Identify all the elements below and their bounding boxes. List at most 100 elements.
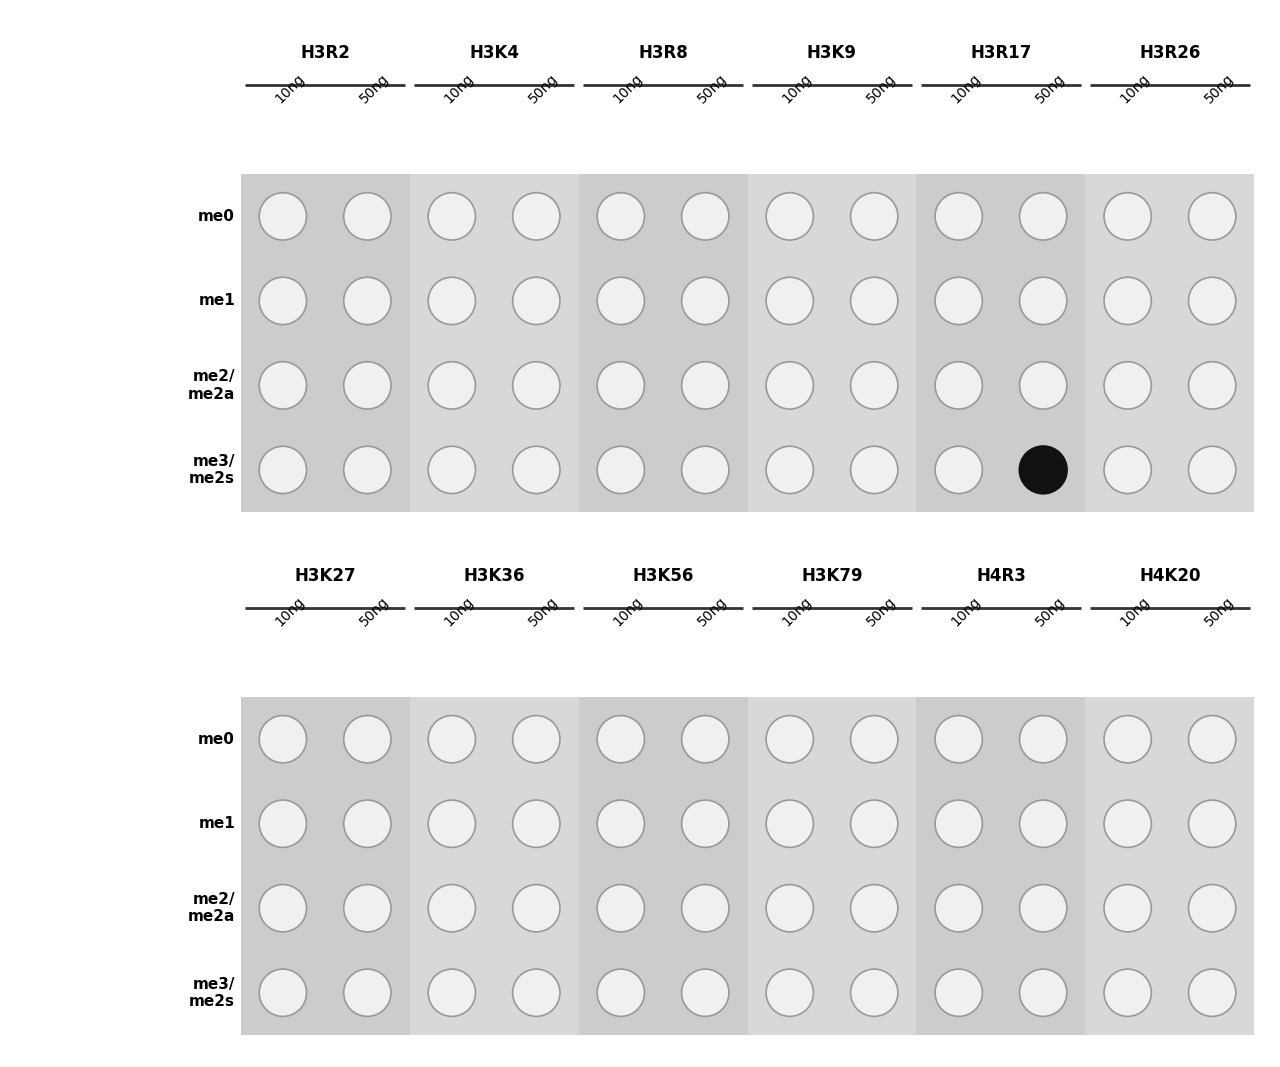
Circle shape: [767, 800, 813, 847]
Text: 50ng: 50ng: [1202, 71, 1236, 106]
Text: 50ng: 50ng: [1033, 71, 1068, 106]
Circle shape: [1020, 362, 1066, 409]
Circle shape: [1020, 716, 1066, 763]
Circle shape: [344, 800, 390, 847]
Text: H3K79: H3K79: [801, 568, 863, 585]
Circle shape: [1189, 716, 1235, 763]
Text: 10ng: 10ng: [611, 70, 645, 106]
Circle shape: [598, 716, 644, 763]
Circle shape: [767, 362, 813, 409]
Bar: [916, 697, 1085, 1035]
Circle shape: [260, 885, 306, 931]
Text: H3R26: H3R26: [1139, 45, 1201, 62]
Text: me0: me0: [198, 209, 236, 224]
Circle shape: [936, 969, 982, 1017]
Circle shape: [513, 193, 559, 240]
Circle shape: [1105, 193, 1151, 240]
Text: 50ng: 50ng: [695, 71, 730, 106]
Circle shape: [682, 716, 728, 763]
Circle shape: [767, 446, 813, 494]
Text: H3K27: H3K27: [294, 568, 356, 585]
Circle shape: [767, 716, 813, 763]
Circle shape: [851, 969, 897, 1017]
Circle shape: [767, 193, 813, 240]
Circle shape: [513, 277, 559, 324]
Text: 50ng: 50ng: [526, 71, 561, 106]
Circle shape: [344, 362, 390, 409]
Circle shape: [1105, 277, 1151, 324]
Text: H3K9: H3K9: [806, 45, 858, 62]
Circle shape: [260, 446, 306, 494]
Circle shape: [851, 885, 897, 931]
Text: 10ng: 10ng: [442, 593, 476, 628]
Text: 50ng: 50ng: [1202, 594, 1236, 628]
Circle shape: [513, 969, 559, 1017]
Circle shape: [1105, 446, 1151, 494]
Circle shape: [513, 885, 559, 931]
Circle shape: [682, 362, 728, 409]
Circle shape: [1189, 277, 1235, 324]
Circle shape: [344, 885, 390, 931]
Text: 50ng: 50ng: [695, 594, 730, 628]
Circle shape: [1020, 193, 1066, 240]
Bar: [241, 174, 410, 512]
Circle shape: [429, 446, 475, 494]
Text: H3K56: H3K56: [632, 568, 694, 585]
Circle shape: [344, 716, 390, 763]
Circle shape: [936, 193, 982, 240]
Text: 50ng: 50ng: [357, 71, 392, 106]
Circle shape: [1105, 362, 1151, 409]
Circle shape: [682, 446, 728, 494]
Text: H3R17: H3R17: [970, 45, 1032, 62]
Bar: [410, 174, 579, 512]
Text: me2/
me2a: me2/ me2a: [188, 369, 236, 401]
Text: 10ng: 10ng: [1117, 70, 1152, 106]
Bar: [579, 697, 748, 1035]
Circle shape: [344, 446, 390, 494]
Circle shape: [1020, 277, 1066, 324]
Circle shape: [260, 277, 306, 324]
Circle shape: [1105, 800, 1151, 847]
Circle shape: [429, 193, 475, 240]
Circle shape: [598, 446, 644, 494]
Bar: [579, 174, 748, 512]
Text: 10ng: 10ng: [780, 70, 814, 106]
Circle shape: [1020, 969, 1066, 1017]
Bar: [241, 697, 410, 1035]
Circle shape: [598, 362, 644, 409]
Circle shape: [1105, 885, 1151, 931]
Text: H3R8: H3R8: [639, 45, 687, 62]
Circle shape: [513, 362, 559, 409]
Text: 50ng: 50ng: [357, 594, 392, 628]
Circle shape: [851, 800, 897, 847]
Bar: [1085, 697, 1254, 1035]
Circle shape: [851, 277, 897, 324]
Circle shape: [936, 800, 982, 847]
Text: 50ng: 50ng: [864, 71, 899, 106]
Circle shape: [851, 193, 897, 240]
Bar: [748, 174, 916, 512]
Text: 10ng: 10ng: [780, 593, 814, 628]
Circle shape: [1105, 716, 1151, 763]
Circle shape: [260, 969, 306, 1017]
Circle shape: [429, 716, 475, 763]
Text: H3K4: H3K4: [468, 45, 520, 62]
Text: me2/
me2a: me2/ me2a: [188, 892, 236, 924]
Circle shape: [344, 969, 390, 1017]
Circle shape: [682, 193, 728, 240]
Text: me1: me1: [198, 293, 236, 308]
Circle shape: [936, 885, 982, 931]
Circle shape: [936, 277, 982, 324]
Circle shape: [682, 885, 728, 931]
Circle shape: [429, 277, 475, 324]
Bar: [410, 697, 579, 1035]
Circle shape: [851, 446, 897, 494]
Text: me0: me0: [198, 732, 236, 747]
Text: 10ng: 10ng: [273, 593, 307, 628]
Circle shape: [1020, 885, 1066, 931]
Text: 10ng: 10ng: [1117, 593, 1152, 628]
Circle shape: [598, 885, 644, 931]
Text: H3K36: H3K36: [463, 568, 525, 585]
Text: me3/
me2s: me3/ me2s: [189, 453, 236, 487]
Circle shape: [1189, 800, 1235, 847]
